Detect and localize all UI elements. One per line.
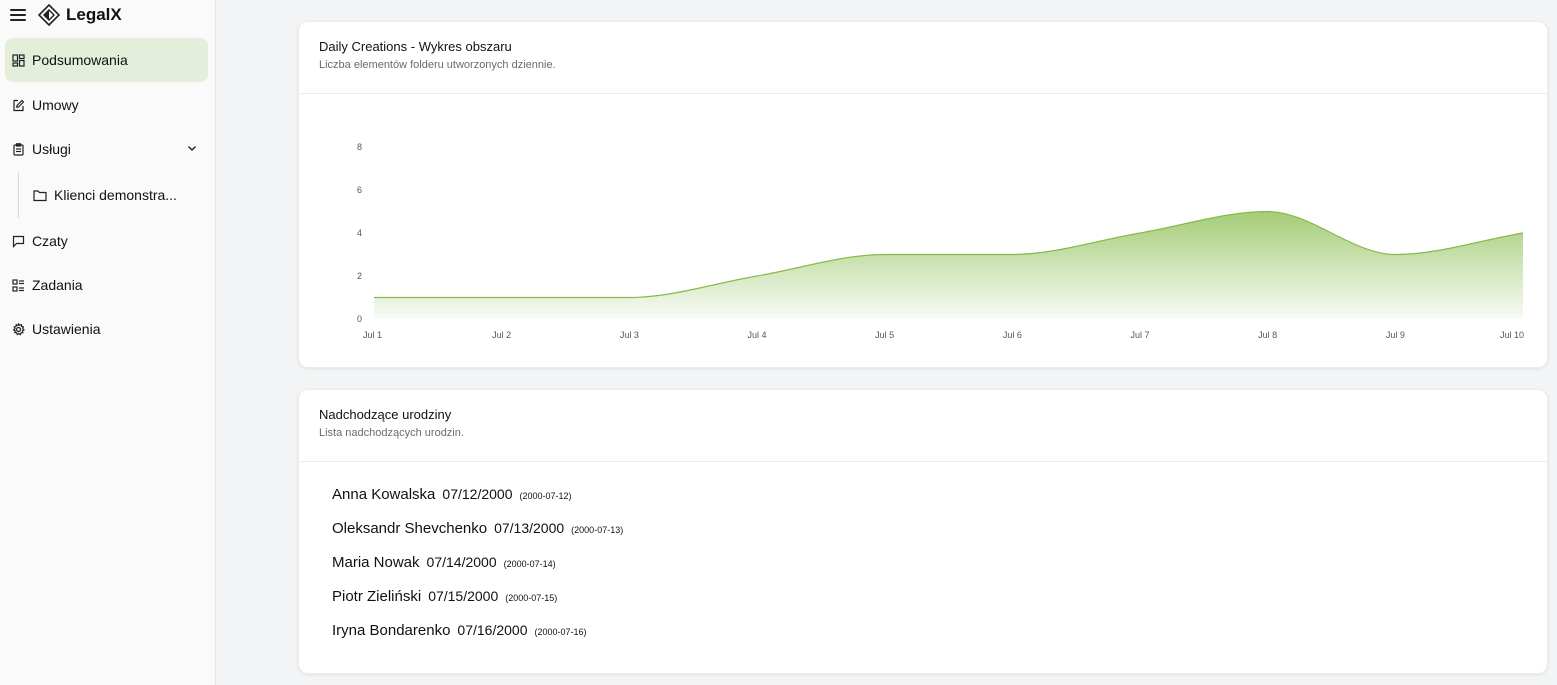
sidebar-item-czaty[interactable]: Czaty [5, 219, 208, 263]
chevron-down-icon[interactable] [186, 142, 198, 154]
person-name: Anna Kowalska [332, 486, 436, 503]
card-title: Nadchodzące urodziny [319, 407, 452, 422]
sidebar-item-label: Podsumowania [32, 52, 128, 68]
x-tick-label: Jul 4 [747, 330, 766, 340]
y-tick-label: 4 [357, 228, 362, 238]
folder-icon [33, 189, 47, 202]
area-series-line [374, 210, 1524, 299]
x-tick-label: Jul 8 [1258, 330, 1277, 340]
submenu-guide-line [18, 172, 19, 218]
sidebar-item-ustawienia[interactable]: Ustawienia [5, 307, 208, 351]
x-tick-label: Jul 10 [1500, 330, 1524, 340]
x-tick-label: Jul 1 [363, 330, 382, 340]
x-tick-label: Jul 2 [492, 330, 511, 340]
list-item: Maria Nowak 07/14/2000 (2000-07-14) [332, 554, 623, 588]
card-header: Nadchodzące urodziny Lista nadchodzących… [299, 390, 1547, 462]
birthday-date: 07/15/2000 [428, 588, 499, 604]
y-tick-label: 8 [357, 142, 362, 152]
birthday-date: 07/16/2000 [457, 622, 528, 638]
birthday-list: Anna Kowalska 07/12/2000 (2000-07-12) Ol… [332, 486, 623, 656]
list-item: Anna Kowalska 07/12/2000 (2000-07-12) [332, 486, 623, 520]
sidebar: LegalX Podsumowania Umowy Usługi [0, 0, 216, 685]
list-item: Piotr Zieliński 07/15/2000 (2000-07-15) [332, 588, 623, 622]
sidebar-subitem-label: Klienci demonstra... [54, 187, 177, 203]
card-subtitle: Liczba elementów folderu utworzonych dzi… [319, 59, 556, 71]
logo-icon [38, 4, 60, 26]
list-item: Iryna Bondarenko 07/16/2000 (2000-07-16) [332, 622, 623, 656]
birthday-date: 07/13/2000 [494, 520, 565, 536]
dashboard-icon [12, 53, 25, 67]
list-item: Oleksandr Shevchenko 07/13/2000 (2000-07… [332, 520, 623, 554]
menu-icon[interactable] [10, 8, 28, 22]
app-name: LegalX [66, 5, 122, 24]
birthday-iso-date: (2000-07-12) [519, 491, 572, 501]
birthday-iso-date: (2000-07-14) [503, 559, 556, 569]
birthday-date: 07/12/2000 [442, 486, 513, 502]
x-tick-label: Jul 3 [620, 330, 639, 340]
clipboard-icon [12, 142, 25, 156]
brand: LegalX [10, 2, 122, 28]
sidebar-item-label: Zadania [32, 277, 83, 293]
person-name: Piotr Zieliński [332, 588, 422, 605]
x-tick-label: Jul 7 [1130, 330, 1149, 340]
birthday-iso-date: (2000-07-13) [571, 525, 624, 535]
card-header: Daily Creations - Wykres obszaru Liczba … [299, 22, 1547, 94]
sidebar-item-zadania[interactable]: Zadania [5, 263, 208, 307]
card-subtitle: Lista nadchodzących urodzin. [319, 427, 464, 439]
sidebar-item-uslugi[interactable]: Usługi [5, 127, 208, 171]
gear-icon [12, 322, 25, 336]
edit-document-icon [12, 99, 25, 112]
area-chart-container: 0 2 4 6 8 Jul 1 Jul 2 Jul 3 Jul 4 Jul 5 Jul 6 Jul 7… [299, 95, 1547, 372]
sidebar-item-label: Umowy [32, 97, 79, 113]
y-tick-label: 6 [357, 185, 362, 195]
person-name: Iryna Bondarenko [332, 622, 451, 639]
tasks-icon [12, 278, 25, 292]
sidebar-item-label: Usługi [32, 141, 71, 157]
x-tick-label: Jul 9 [1386, 330, 1405, 340]
sidebar-item-umowy[interactable]: Umowy [5, 83, 208, 127]
area-fill [374, 211, 1523, 319]
area-chart: 0 2 4 6 8 Jul 1 Jul 2 Jul 3 Jul 4 Jul 5 Jul 6 Jul 7… [357, 142, 1524, 340]
birthday-date: 07/14/2000 [426, 554, 497, 570]
birthday-iso-date: (2000-07-15) [505, 593, 558, 603]
sidebar-item-podsumowania[interactable]: Podsumowania [5, 38, 208, 82]
sidebar-subitem-klienci[interactable]: Klienci demonstra... [28, 173, 198, 217]
card-title: Daily Creations - Wykres obszaru [319, 39, 512, 54]
person-name: Oleksandr Shevchenko [332, 520, 488, 537]
sidebar-item-label: Ustawienia [32, 321, 101, 337]
birthday-iso-date: (2000-07-16) [534, 627, 587, 637]
person-name: Maria Nowak [332, 554, 420, 571]
upcoming-birthdays-card: Nadchodzące urodziny Lista nadchodzących… [298, 389, 1548, 674]
daily-creations-card: Daily Creations - Wykres obszaru Liczba … [298, 21, 1548, 368]
y-tick-label: 0 [357, 314, 362, 324]
sidebar-item-label: Czaty [32, 233, 68, 249]
chat-icon [12, 235, 25, 248]
x-tick-label: Jul 5 [875, 330, 894, 340]
x-tick-label: Jul 6 [1003, 330, 1022, 340]
y-tick-label: 2 [357, 271, 362, 281]
